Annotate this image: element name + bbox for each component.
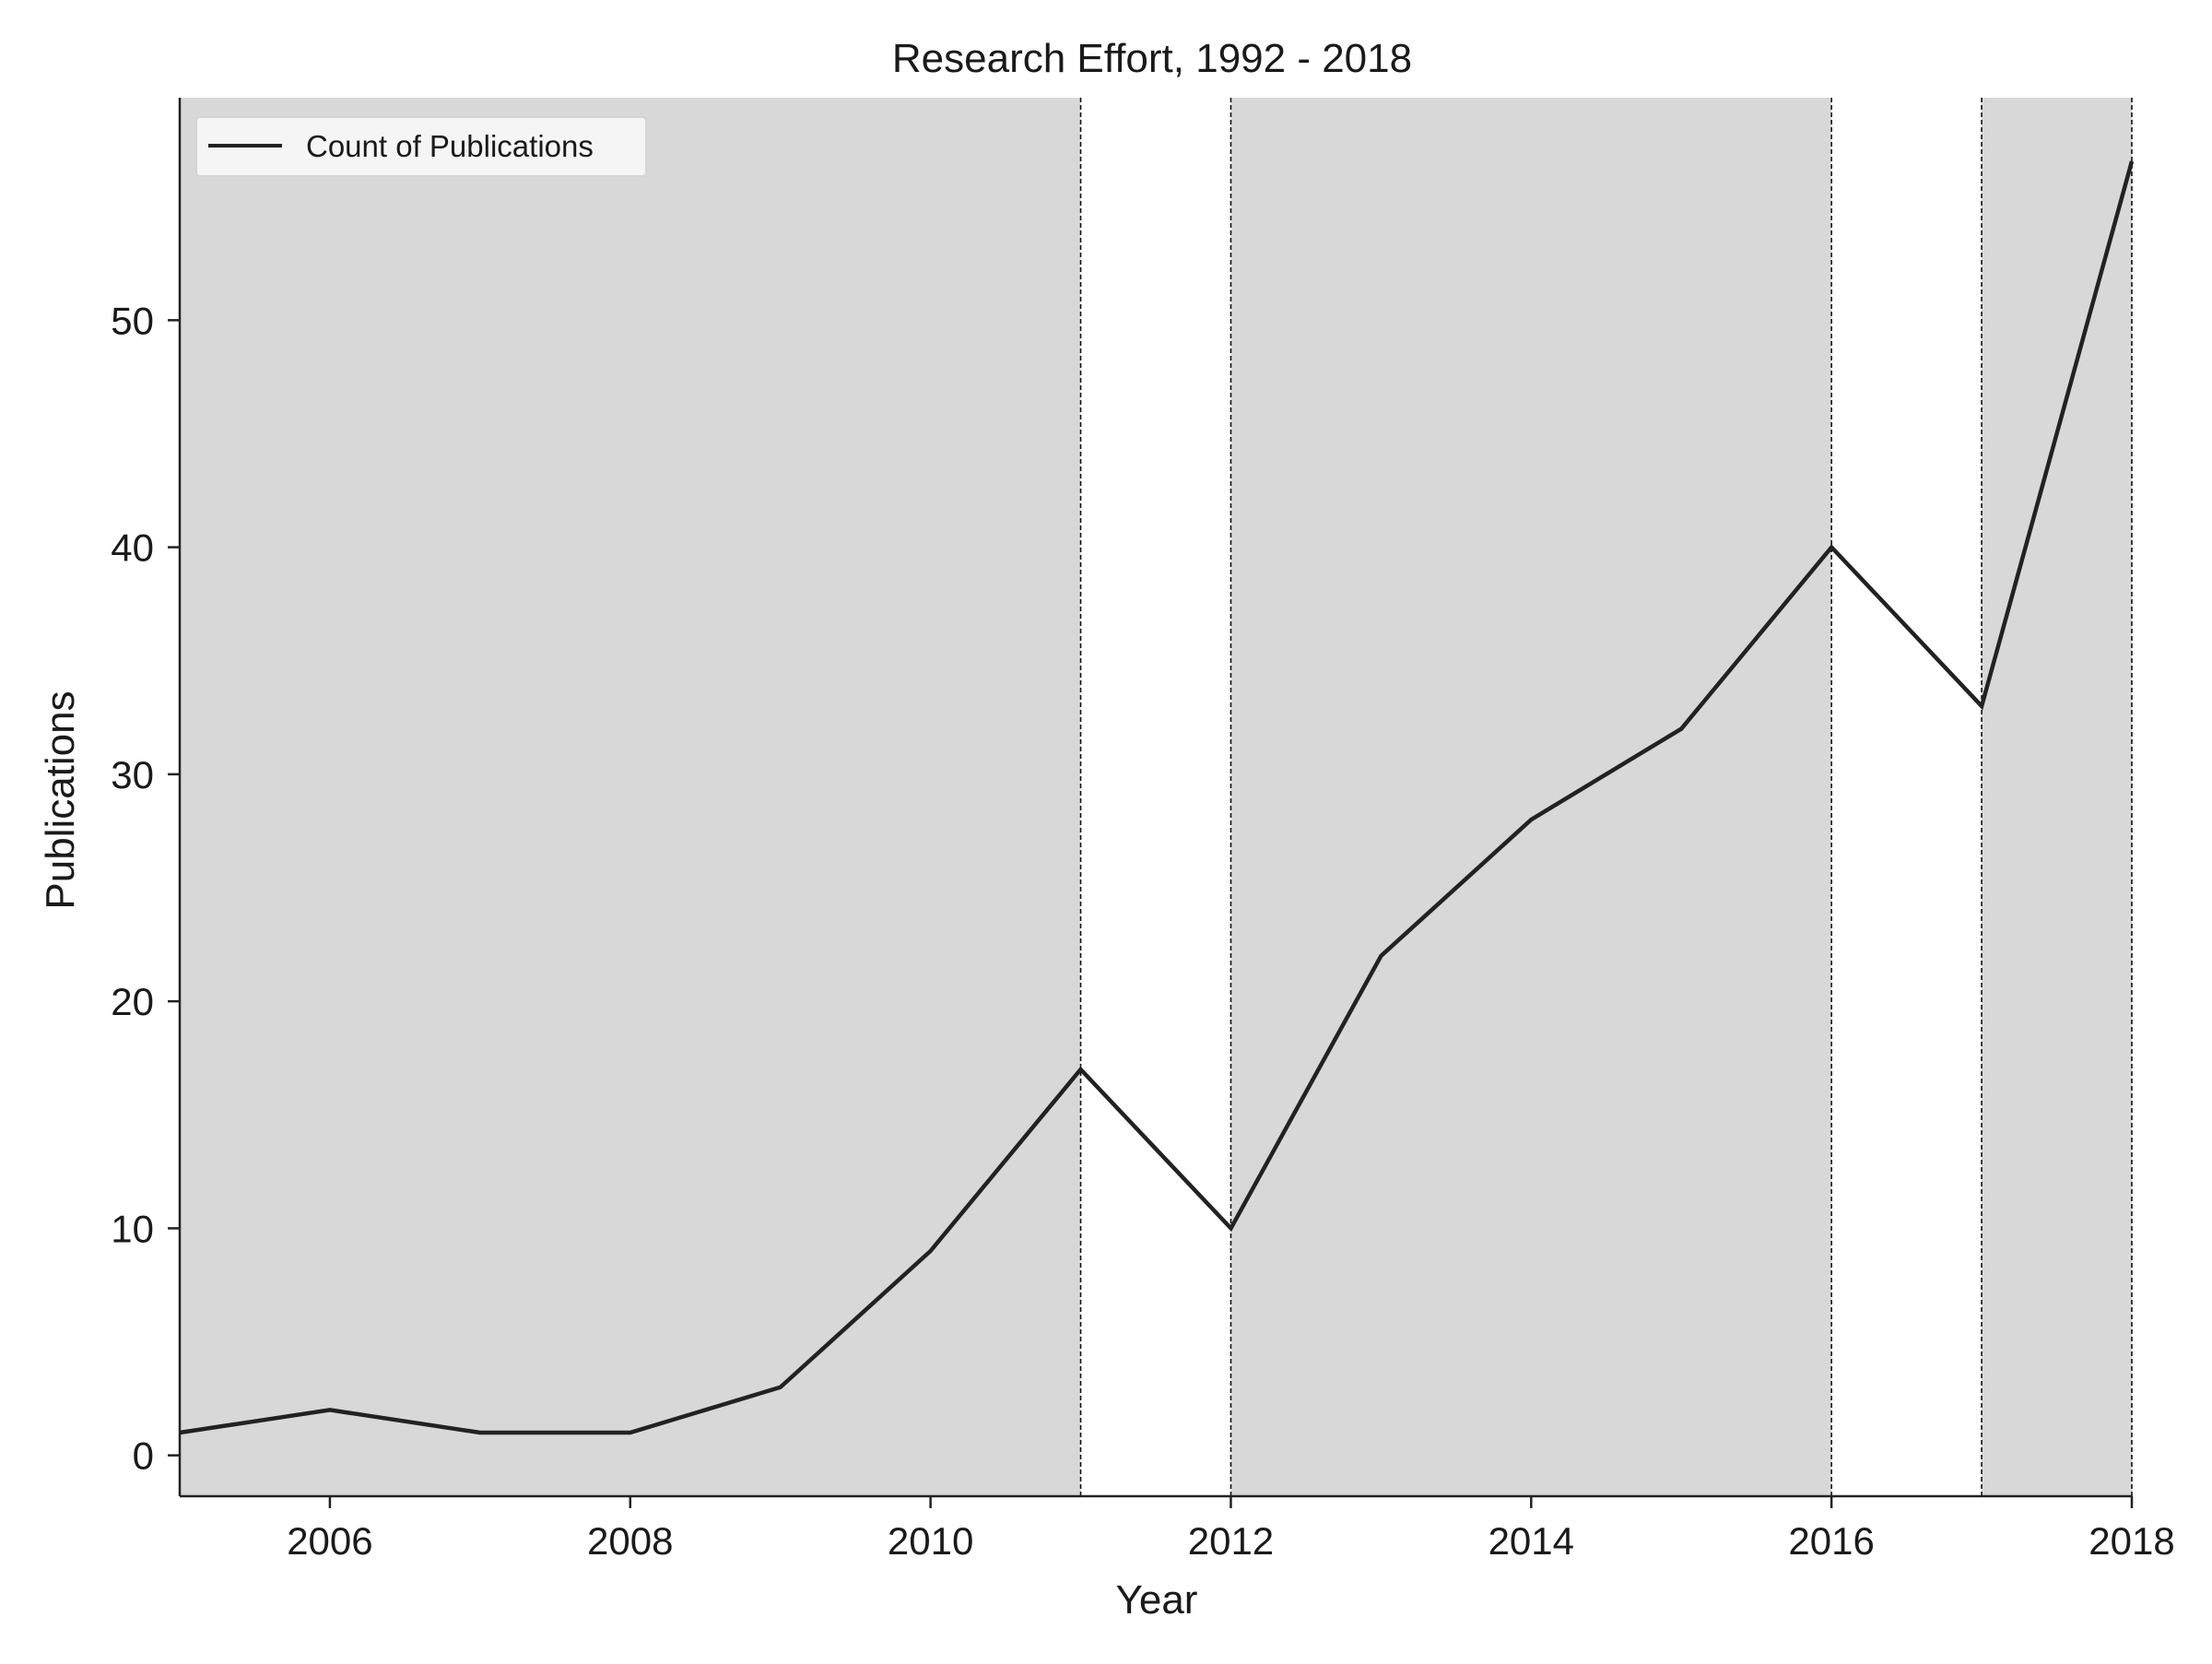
x-tick-label: 2008 (587, 1519, 673, 1563)
y-axis-label: Publications (38, 690, 83, 909)
series-layer (179, 160, 2135, 1435)
y-tick-label: 20 (111, 980, 154, 1023)
x-tick-label: 2010 (888, 1519, 973, 1563)
x-ticks: 2006 2008 2010 2012 2014 2016 2018 (287, 1496, 2175, 1563)
x-tick-label: 2018 (2088, 1519, 2174, 1563)
y-ticks: 0 10 20 30 40 50 (111, 299, 180, 1478)
x-tick-label: 2012 (1188, 1519, 1274, 1563)
shaded-span (180, 98, 1081, 1496)
legend: Count of Publications (195, 116, 647, 177)
x-tick-label: 2014 (1488, 1519, 1574, 1563)
y-tick-label: 50 (111, 299, 154, 342)
x-tick-label: 2006 (287, 1519, 372, 1563)
shaded-regions (180, 98, 2132, 1496)
series-line (179, 160, 2135, 1435)
y-tick-label: 10 (111, 1207, 154, 1250)
y-tick-label: 40 (111, 526, 154, 570)
shaded-span (1230, 98, 1832, 1496)
y-tick-label: 0 (133, 1434, 154, 1478)
axes (178, 98, 2132, 1498)
vertical-marker-lines (1079, 98, 2133, 1496)
x-axis-label: Year (1116, 1577, 1198, 1623)
shaded-span (1982, 98, 2132, 1496)
x-tick-label: 2016 (1788, 1519, 1874, 1563)
legend-box (195, 116, 647, 177)
y-tick-label: 30 (111, 753, 154, 797)
legend-label: Count of Publications (306, 129, 594, 163)
chart-title: Research Effort, 1992 - 2018 (892, 36, 1412, 81)
